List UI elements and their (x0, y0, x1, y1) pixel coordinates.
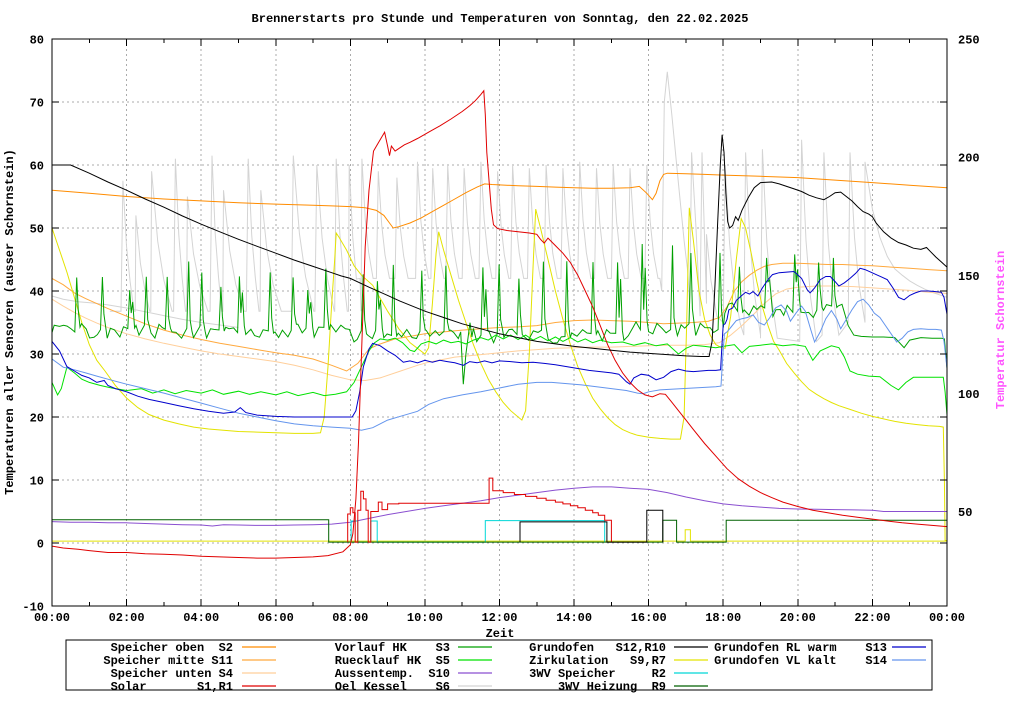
svg-text:Speicher unten S4: Speicher unten S4 (111, 667, 233, 681)
svg-text:02:00: 02:00 (109, 611, 145, 625)
svg-text:70: 70 (30, 97, 44, 111)
svg-text:20: 20 (30, 412, 44, 426)
svg-text:Speicher oben S2: Speicher oben S2 (111, 641, 233, 655)
svg-text:Solar S1,R1: Solar S1,R1 (111, 680, 233, 694)
svg-text:Temperaturen aller Sensoren (a: Temperaturen aller Sensoren (ausser Scho… (3, 149, 17, 495)
svg-text:18:00: 18:00 (705, 611, 741, 625)
svg-text:16:00: 16:00 (631, 611, 667, 625)
svg-text:00:00: 00:00 (34, 611, 70, 625)
svg-text:Grundofen RL warm S13: Grundofen RL warm S13 (714, 641, 887, 655)
svg-text:-10: -10 (22, 601, 44, 615)
svg-text:250: 250 (958, 34, 980, 48)
svg-text:150: 150 (958, 270, 980, 284)
svg-text:60: 60 (30, 160, 44, 174)
svg-text:08:00: 08:00 (332, 611, 368, 625)
svg-text:Brennerstarts pro Stunde und T: Brennerstarts pro Stunde und Temperature… (252, 12, 749, 26)
svg-text:Zeit: Zeit (486, 627, 515, 641)
svg-text:10:00: 10:00 (407, 611, 443, 625)
svg-text:Vorlauf HK S3: Vorlauf HK S3 (335, 641, 450, 655)
svg-text:20:00: 20:00 (780, 611, 816, 625)
svg-text:Oel Kessel S6: Oel Kessel S6 (335, 680, 450, 694)
svg-text:40: 40 (30, 286, 44, 300)
svg-text:06:00: 06:00 (258, 611, 294, 625)
svg-text:80: 80 (30, 34, 44, 48)
svg-text:3WV Speicher R2: 3WV Speicher R2 (529, 667, 666, 681)
svg-text:Ruecklauf HK S5: Ruecklauf HK S5 (335, 654, 450, 668)
svg-text:Temperatur Schornstein: Temperatur Schornstein (994, 251, 1008, 409)
svg-text:0: 0 (37, 538, 44, 552)
svg-text:04:00: 04:00 (183, 611, 219, 625)
svg-text:00:00: 00:00 (929, 611, 965, 625)
svg-text:Grundofen VL kalt S14: Grundofen VL kalt S14 (714, 654, 887, 668)
svg-text:Aussentemp. S10: Aussentemp. S10 (335, 667, 450, 681)
svg-text:12:00: 12:00 (481, 611, 517, 625)
svg-text:10: 10 (30, 475, 44, 489)
svg-text:50: 50 (958, 506, 972, 520)
svg-text:14:00: 14:00 (556, 611, 592, 625)
svg-text:Speicher mitte S11: Speicher mitte S11 (103, 654, 233, 668)
svg-text:50: 50 (30, 223, 44, 237)
svg-text:3WV Heizung R9: 3WV Heizung R9 (558, 680, 666, 694)
svg-text:Grundofen S12,R10: Grundofen S12,R10 (529, 641, 666, 655)
svg-text:100: 100 (958, 388, 980, 402)
svg-text:Zirkulation S9,R7: Zirkulation S9,R7 (529, 654, 666, 668)
svg-text:200: 200 (958, 152, 980, 166)
svg-text:30: 30 (30, 349, 44, 363)
svg-text:22:00: 22:00 (854, 611, 890, 625)
